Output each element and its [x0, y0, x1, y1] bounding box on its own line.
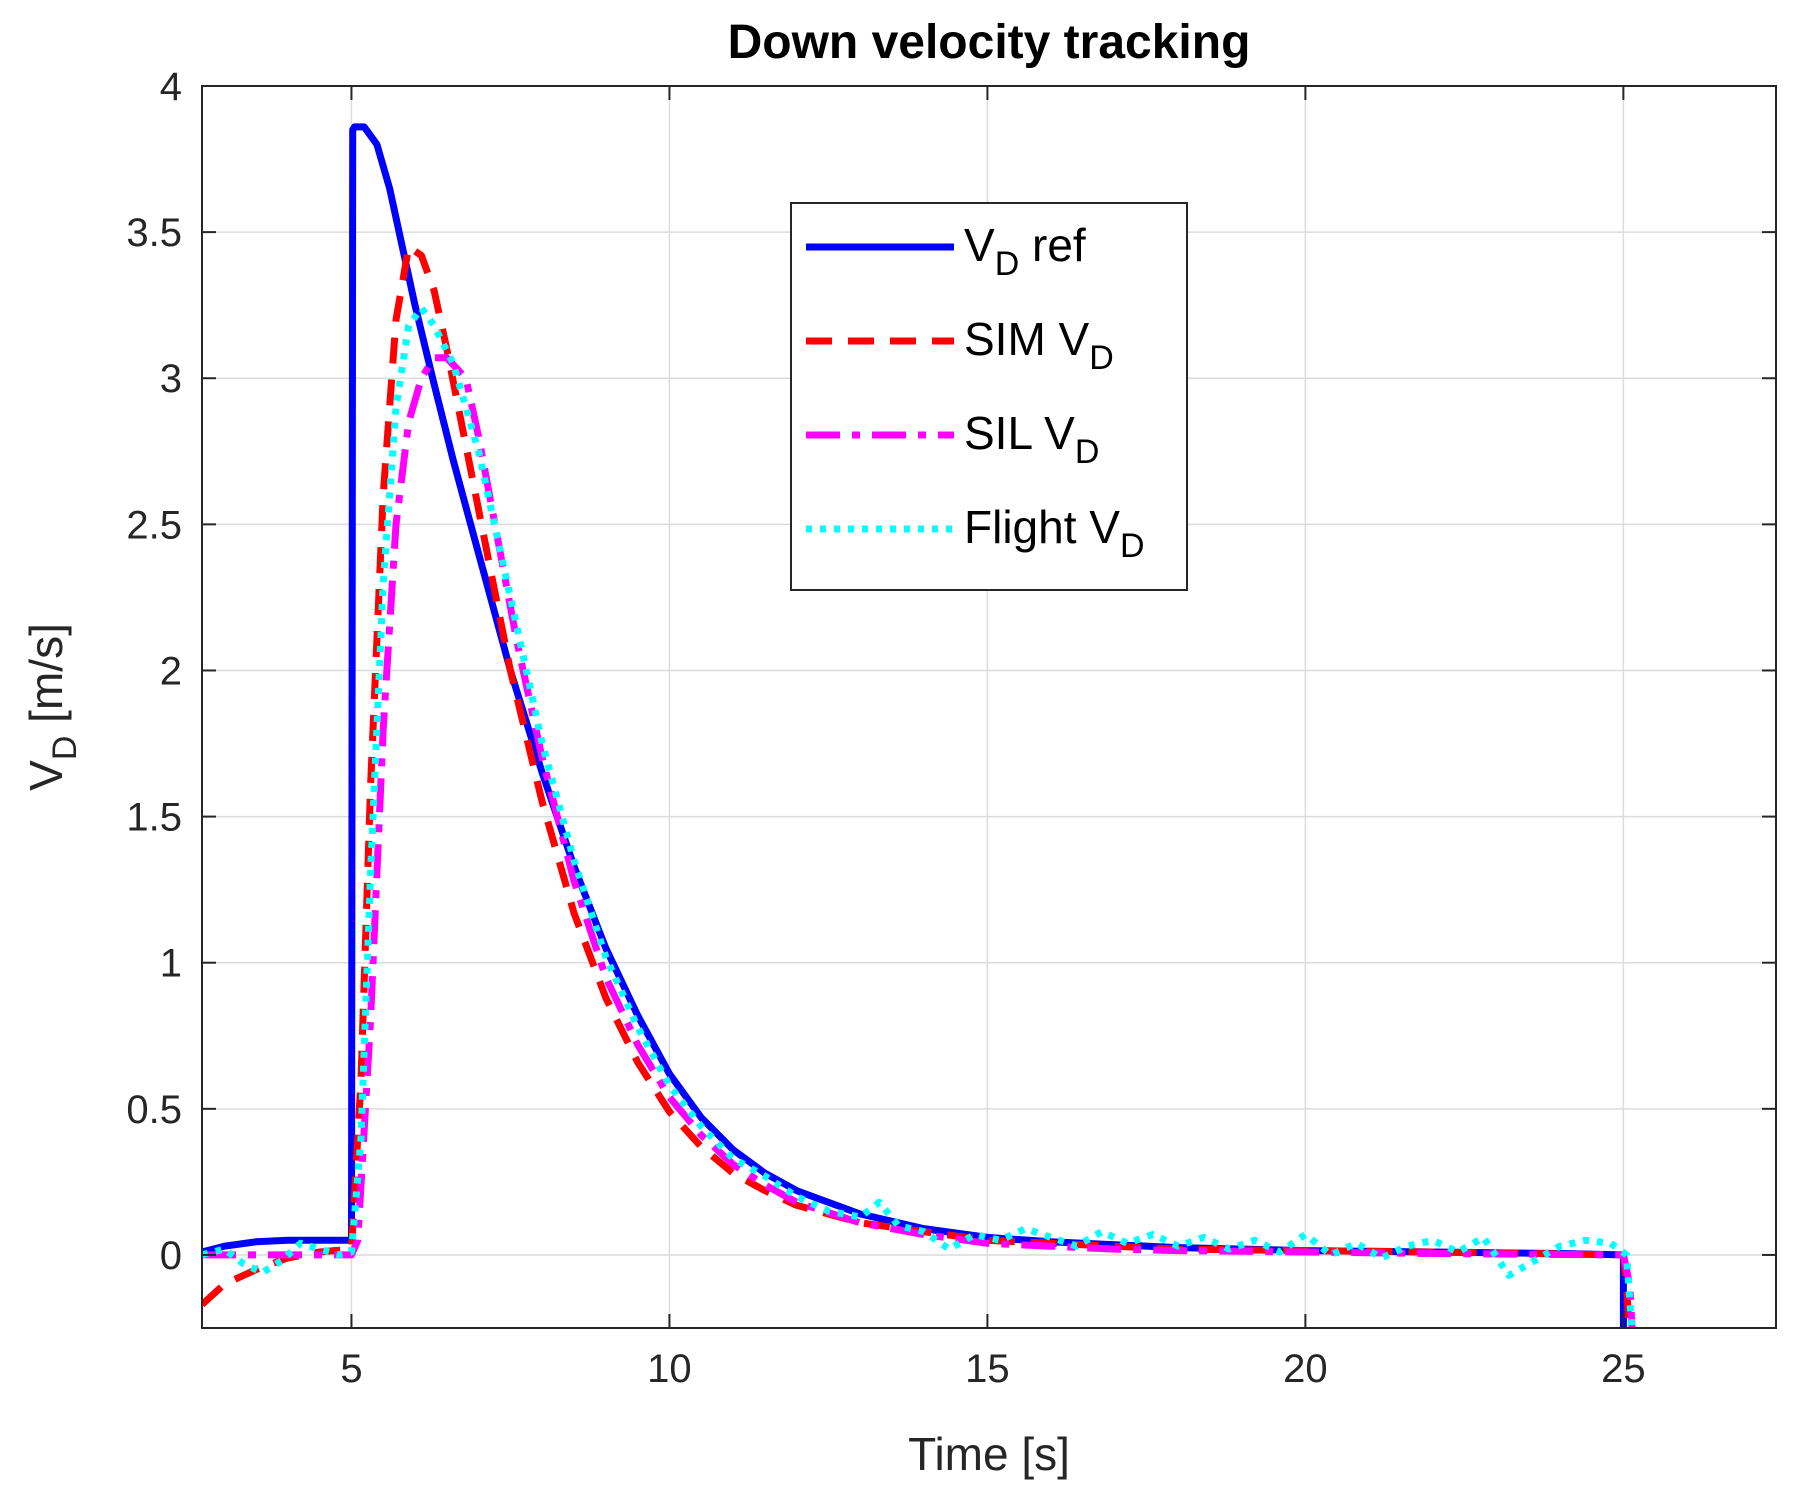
legend-label-sub: D [1120, 527, 1145, 565]
x-tick-label: 10 [647, 1347, 692, 1391]
y-tick-label: 2 [160, 649, 182, 693]
series-line-sil-v-d [202, 354, 1636, 1328]
legend-label: Flight VD [964, 501, 1145, 565]
y-tick-label: 3.5 [126, 211, 182, 255]
y-tick-label: 4 [160, 65, 182, 109]
legend-label-main: Flight V [964, 501, 1120, 553]
x-tick-label: 20 [1283, 1347, 1328, 1391]
legend-label: VD ref [964, 219, 1086, 283]
x-tick-label: 15 [965, 1347, 1010, 1391]
x-tick-label: 5 [340, 1347, 362, 1391]
y-tick-label: 0.5 [126, 1088, 182, 1132]
y-tick-label: 0 [160, 1234, 182, 1278]
y-tick-label: 2.5 [126, 503, 182, 547]
ticks [202, 85, 1776, 1328]
y-axis-label-rest: [m/s] [20, 623, 72, 735]
y-tick-label: 1 [160, 942, 182, 986]
y-axis-label-sub: D [46, 736, 84, 761]
y-tick-label: 1.5 [126, 796, 182, 840]
legend-label: SIM VD [964, 313, 1114, 377]
series-line-v-d-ref [202, 123, 1627, 1328]
legend-label-rest: ref [1019, 219, 1086, 271]
legend-label-main: SIL V [964, 407, 1075, 459]
legend-label-sub: D [1089, 339, 1114, 377]
legend-label-main: V [964, 219, 995, 271]
tick-labels: 5 10 15 20 25 0 0.5 1 1.5 2 2.5 3 3.5 4 [126, 65, 1645, 1391]
legend-label-sub: D [1075, 433, 1100, 471]
legend-label-sub: D [995, 245, 1020, 283]
y-axis-label-main: V [20, 760, 72, 791]
x-axis-label: Time [s] [908, 1428, 1070, 1480]
y-tick-label: 3 [160, 357, 182, 401]
legend-box [790, 202, 1188, 591]
y-axis-label: VD [m/s] [20, 623, 84, 791]
series-line-flight-v-d [202, 304, 1636, 1328]
x-tick-label: 25 [1601, 1347, 1646, 1391]
axes-box [201, 85, 1777, 1329]
series-group [202, 123, 1636, 1328]
legend-label: SIL VD [964, 407, 1099, 471]
chart-title: Down velocity tracking [728, 16, 1251, 69]
legend-label-main: SIM V [964, 313, 1090, 365]
